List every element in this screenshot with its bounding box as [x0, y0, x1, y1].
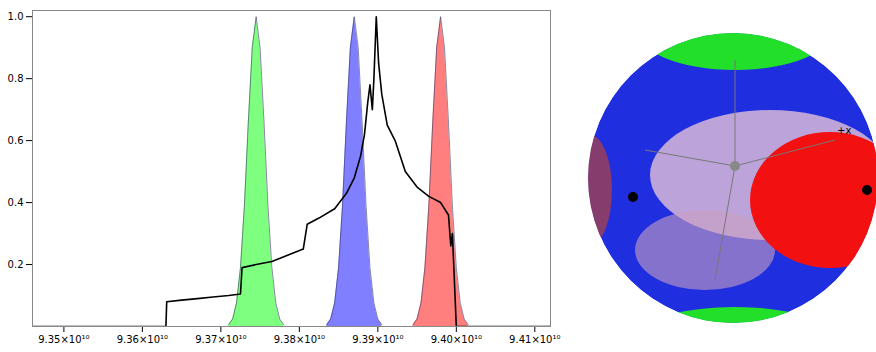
svg-text:9.38×10¹⁰: 9.38×10¹⁰ [274, 334, 325, 345]
svg-text:9.39×10¹⁰: 9.39×10¹⁰ [352, 334, 403, 345]
svg-text:0.4: 0.4 [8, 197, 24, 208]
svg-text:+x: +x [837, 125, 851, 136]
svg-text:9.41×10¹⁰: 9.41×10¹⁰ [509, 334, 560, 345]
svg-text:0.8: 0.8 [8, 73, 24, 84]
svg-text:0.2: 0.2 [8, 259, 24, 270]
svg-text:9.35×10¹⁰: 9.35×10¹⁰ [38, 334, 89, 345]
svg-text:1.0: 1.0 [8, 11, 24, 22]
svg-text:9.36×10¹⁰: 9.36×10¹⁰ [117, 334, 168, 345]
svg-text:9.37×10¹⁰: 9.37×10¹⁰ [195, 334, 246, 345]
svg-text:9.40×10¹⁰: 9.40×10¹⁰ [431, 334, 482, 345]
svg-text:0.6: 0.6 [8, 135, 24, 146]
